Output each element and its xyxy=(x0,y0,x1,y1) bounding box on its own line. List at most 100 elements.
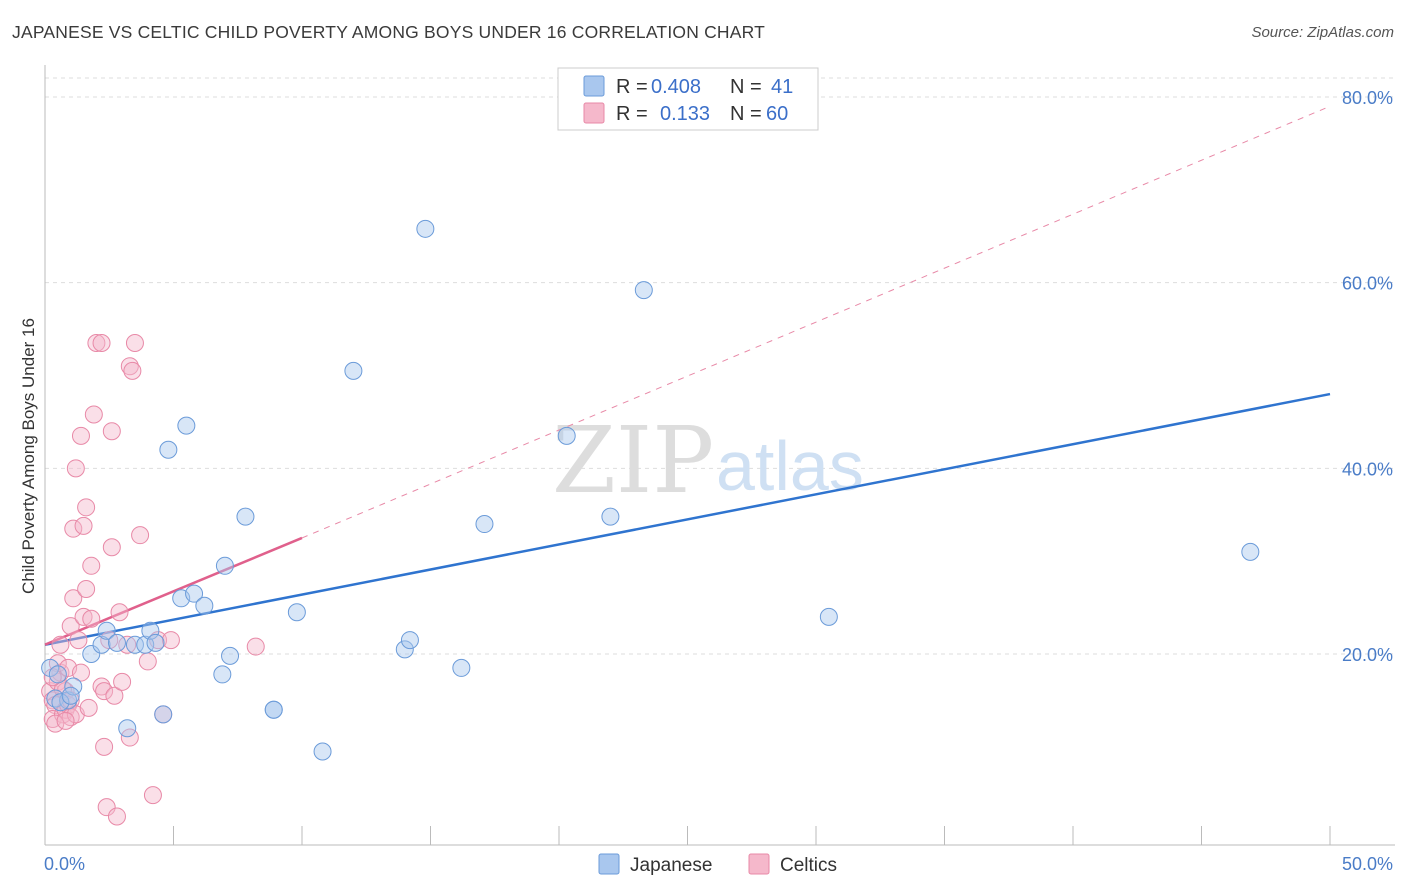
legend-r-label-japanese: R = xyxy=(616,76,648,98)
legend-box: R = 0.408 N = 41 R = 0.133 N = 60 xyxy=(557,67,819,131)
japanese-point-7 xyxy=(97,621,116,640)
legend-r-label-celtics: R = xyxy=(616,103,648,125)
celtics-point-25 xyxy=(92,334,111,353)
japanese-point-40 xyxy=(61,686,80,705)
celtics-point-47 xyxy=(161,631,180,650)
celtics-point-40 xyxy=(123,361,142,380)
celtics-point-23 xyxy=(84,405,103,424)
japanese-point-28 xyxy=(344,361,363,380)
watermark-atlas: atlas xyxy=(716,427,864,505)
watermark-zip: ZIP xyxy=(552,407,714,514)
japanese-point-39 xyxy=(51,693,70,712)
japanese-point-10 xyxy=(125,635,144,654)
japanese-point-34 xyxy=(557,426,576,445)
celtics-point-28 xyxy=(95,737,114,756)
japanese-trend-line xyxy=(44,392,1331,646)
celtics-point-27 xyxy=(95,682,114,701)
japanese-point-8 xyxy=(107,633,126,652)
japanese-point-5 xyxy=(82,645,101,663)
celtics-point-31 xyxy=(102,538,121,557)
celtics-point-14 xyxy=(66,459,85,478)
japanese-point-30 xyxy=(400,631,419,650)
legend-r-value-celtics: 0.133 xyxy=(660,103,710,125)
axes: 20.0% 40.0% 60.0% 80.0% 0.0% 50.0% xyxy=(44,65,1395,874)
celtics-point-44 xyxy=(143,786,162,805)
japanese-point-25 xyxy=(264,700,283,719)
y-axis-title: Child Poverty Among Boys Under 16 xyxy=(19,318,38,594)
celtics-point-33 xyxy=(105,686,124,705)
japanese-point-21 xyxy=(215,556,234,575)
y-tick-label-20: 20.0% xyxy=(1342,645,1393,665)
celtics-point-59 xyxy=(79,698,98,717)
celtics-point-24 xyxy=(87,334,106,353)
japanese-point-18 xyxy=(185,584,204,603)
japanese-point-22 xyxy=(221,646,240,665)
legend-n-label-celtics: N = xyxy=(730,103,762,125)
celtics-point-21 xyxy=(82,556,101,575)
legend-swatch-japanese xyxy=(583,75,605,97)
chart-title: JAPANESE VS CELTIC CHILD POVERTY AMONG B… xyxy=(12,22,766,42)
celtics-point-20 xyxy=(77,580,96,599)
celtics-point-48 xyxy=(246,637,265,656)
japanese-point-14 xyxy=(154,705,173,724)
legend-n-value-japanese: 41 xyxy=(771,76,793,98)
x-tick-label-max: 50.0% xyxy=(1342,854,1393,874)
legend-n-label-japanese: N = xyxy=(730,76,762,98)
celtics-point-16 xyxy=(71,426,90,445)
japanese-point-33 xyxy=(475,515,494,534)
japanese-point-29 xyxy=(395,640,414,659)
celtics-point-19 xyxy=(77,498,96,517)
celtics-point-49 xyxy=(46,714,65,733)
japanese-point-3 xyxy=(59,691,78,710)
y-tick-label-80: 80.0% xyxy=(1342,88,1393,108)
japanese-point-20 xyxy=(213,665,232,684)
japanese-point-32 xyxy=(452,658,471,677)
japanese-point-31 xyxy=(416,219,435,238)
celtics-point-26 xyxy=(92,677,111,696)
celtics-point-34 xyxy=(107,807,126,826)
legend-n-value-celtics: 60 xyxy=(766,103,788,125)
celtics-point-41 xyxy=(125,334,144,353)
japanese-point-27 xyxy=(313,742,332,761)
bottom-legend-celtics: Celtics xyxy=(780,855,837,876)
bottom-legend-swatch-celtics xyxy=(748,853,770,875)
japanese-point-26 xyxy=(287,603,306,622)
japanese-point-37 xyxy=(819,607,838,626)
legend-r-value-japanese: 0.408 xyxy=(651,76,701,98)
celtics-point-13 xyxy=(64,519,83,538)
x-tick-label-min: 0.0% xyxy=(44,854,85,874)
celtics-point-18 xyxy=(74,516,93,535)
y-tick-label-60: 60.0% xyxy=(1342,274,1393,294)
japanese-point-15 xyxy=(159,440,178,459)
celtics-point-38 xyxy=(120,357,139,376)
japanese-point-13 xyxy=(146,633,165,652)
japanese-point-6 xyxy=(92,635,111,654)
celtics-point-43 xyxy=(138,652,157,671)
celtics-point-17 xyxy=(74,607,93,626)
y-tick-label-40: 40.0% xyxy=(1342,459,1393,479)
watermark: ZIP atlas xyxy=(552,407,864,514)
celtics-point-42 xyxy=(131,526,150,545)
japanese-point-17 xyxy=(177,416,196,435)
celtics-point-12 xyxy=(64,589,83,608)
japanese-point-23 xyxy=(236,507,255,526)
celtics-point-57 xyxy=(56,711,75,730)
japanese-point-12 xyxy=(141,621,160,640)
bottom-legend: Japanese Celtics xyxy=(598,853,837,876)
celtics-point-36 xyxy=(113,672,132,691)
japanese-point-35 xyxy=(601,507,620,526)
celtics-point-32 xyxy=(102,422,121,441)
japanese-point-2 xyxy=(48,665,67,684)
celtics-trend-extension xyxy=(301,105,1331,539)
source-label: Source: ZipAtlas.com xyxy=(1251,24,1394,41)
legend-swatch-celtics xyxy=(583,102,605,124)
celtics-point-22 xyxy=(82,609,101,628)
celtics-point-29 xyxy=(97,798,116,817)
japanese-point-38 xyxy=(1241,542,1260,561)
celtics-point-55 xyxy=(51,635,70,654)
japanese-point-9 xyxy=(118,719,137,738)
data-points xyxy=(41,219,1260,826)
celtics-point-10 xyxy=(61,617,80,636)
bottom-legend-japanese: Japanese xyxy=(630,855,712,876)
